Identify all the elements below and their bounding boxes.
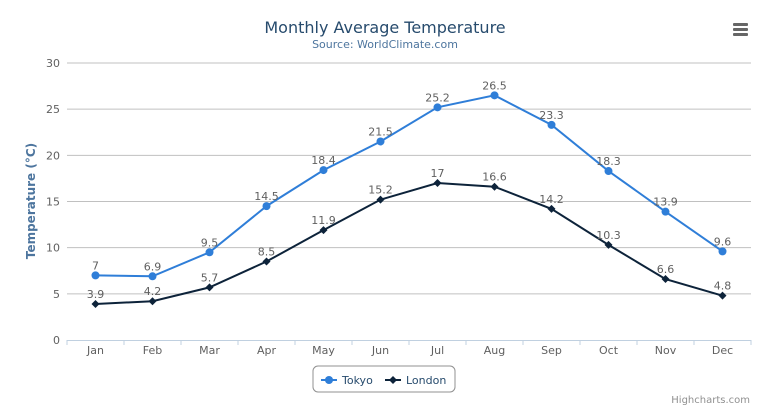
data-label: 7 <box>92 259 99 272</box>
data-label: 23.3 <box>539 109 564 122</box>
series-line <box>95 182 723 305</box>
data-point <box>718 247 727 256</box>
data-point <box>376 137 385 146</box>
y-tick-label: 5 <box>53 288 60 301</box>
data-label: 11.9 <box>311 214 336 227</box>
data-label: 14.5 <box>254 190 279 203</box>
x-tick-label: Apr <box>257 344 277 357</box>
data-label: 13.9 <box>653 196 678 209</box>
legend-label-london: London <box>406 374 446 387</box>
y-tick-label: 30 <box>46 57 60 70</box>
data-point <box>661 207 670 216</box>
data-point <box>490 182 499 191</box>
data-label: 17 <box>431 167 445 180</box>
credits-link[interactable]: Highcharts.com <box>671 395 750 406</box>
hamburger-menu-icon[interactable] <box>733 23 748 36</box>
data-point <box>91 271 100 280</box>
y-tick-label: 20 <box>46 149 60 162</box>
data-point <box>490 91 499 100</box>
data-point <box>262 257 271 266</box>
series-tokyo: 7 6.9 9.5 14.5 18.4 21.5 25.2 26.5 23.3 18.3 13.9 9… <box>91 79 732 281</box>
data-point <box>433 179 442 188</box>
data-label: 3.9 <box>87 288 105 301</box>
data-label: 16.6 <box>482 171 507 184</box>
legend-item-tokyo[interactable]: Tokyo <box>321 374 373 387</box>
x-tick-label: Jul <box>430 344 444 357</box>
x-tick-label: Mar <box>199 344 220 357</box>
data-label: 9.6 <box>714 235 732 248</box>
y-tick-label: 15 <box>46 196 60 209</box>
data-point <box>604 240 613 249</box>
x-tick-label: Aug <box>484 344 505 357</box>
x-tick-label: Jan <box>86 344 104 357</box>
x-tick-label: Nov <box>655 344 677 357</box>
x-tick-label: Dec <box>712 344 733 357</box>
legend-item-london[interactable]: London <box>385 374 446 387</box>
data-point <box>91 299 100 308</box>
chart-subtitle: Source: WorldClimate.com <box>312 38 458 51</box>
data-point <box>376 195 385 204</box>
data-label: 18.3 <box>596 155 621 168</box>
y-tick-label: 10 <box>46 242 60 255</box>
data-label: 8.5 <box>258 246 276 259</box>
y-axis-title: Temperature (°C) <box>24 143 38 259</box>
data-point <box>604 167 613 176</box>
data-point <box>547 120 556 129</box>
data-label: 25.2 <box>425 91 450 104</box>
series-line <box>95 94 724 278</box>
data-label: 14.2 <box>539 193 564 206</box>
data-label: 6.9 <box>144 260 162 273</box>
data-label: 15.2 <box>368 184 393 197</box>
data-label: 26.5 <box>482 79 507 92</box>
data-label: 6.6 <box>657 263 675 276</box>
series-london: 3.9 4.2 5.7 8.5 11.9 15.2 17 16.6 14.2 10.3 6.6 4.8 <box>87 167 732 308</box>
data-point <box>547 204 556 213</box>
x-tick-label: Jun <box>371 344 389 357</box>
data-label: 4.8 <box>714 280 732 293</box>
chart-title: Monthly Average Temperature <box>264 18 505 37</box>
data-label: 5.7 <box>201 271 219 284</box>
x-tick-label: Sep <box>541 344 562 357</box>
data-label: 10.3 <box>596 229 621 242</box>
data-label: 18.4 <box>311 154 336 167</box>
data-point <box>148 272 157 281</box>
y-tick-label: 0 <box>53 334 60 347</box>
data-label: 4.2 <box>144 285 162 298</box>
y-tick-label: 25 <box>46 103 60 116</box>
data-point <box>205 248 214 257</box>
data-point <box>262 202 271 211</box>
legend: Tokyo London <box>312 365 456 393</box>
data-label: 21.5 <box>368 125 393 138</box>
x-tick-label: Feb <box>143 344 162 357</box>
data-point <box>661 275 670 284</box>
data-point <box>718 291 727 300</box>
data-point <box>433 103 442 112</box>
data-point <box>319 166 328 175</box>
data-label: 9.5 <box>201 236 219 249</box>
data-point <box>319 226 328 235</box>
data-point <box>205 283 214 292</box>
x-tick-label: May <box>312 344 335 357</box>
legend-label-tokyo: Tokyo <box>341 374 373 387</box>
x-tick-label: Oct <box>599 344 619 357</box>
data-point <box>148 297 157 306</box>
